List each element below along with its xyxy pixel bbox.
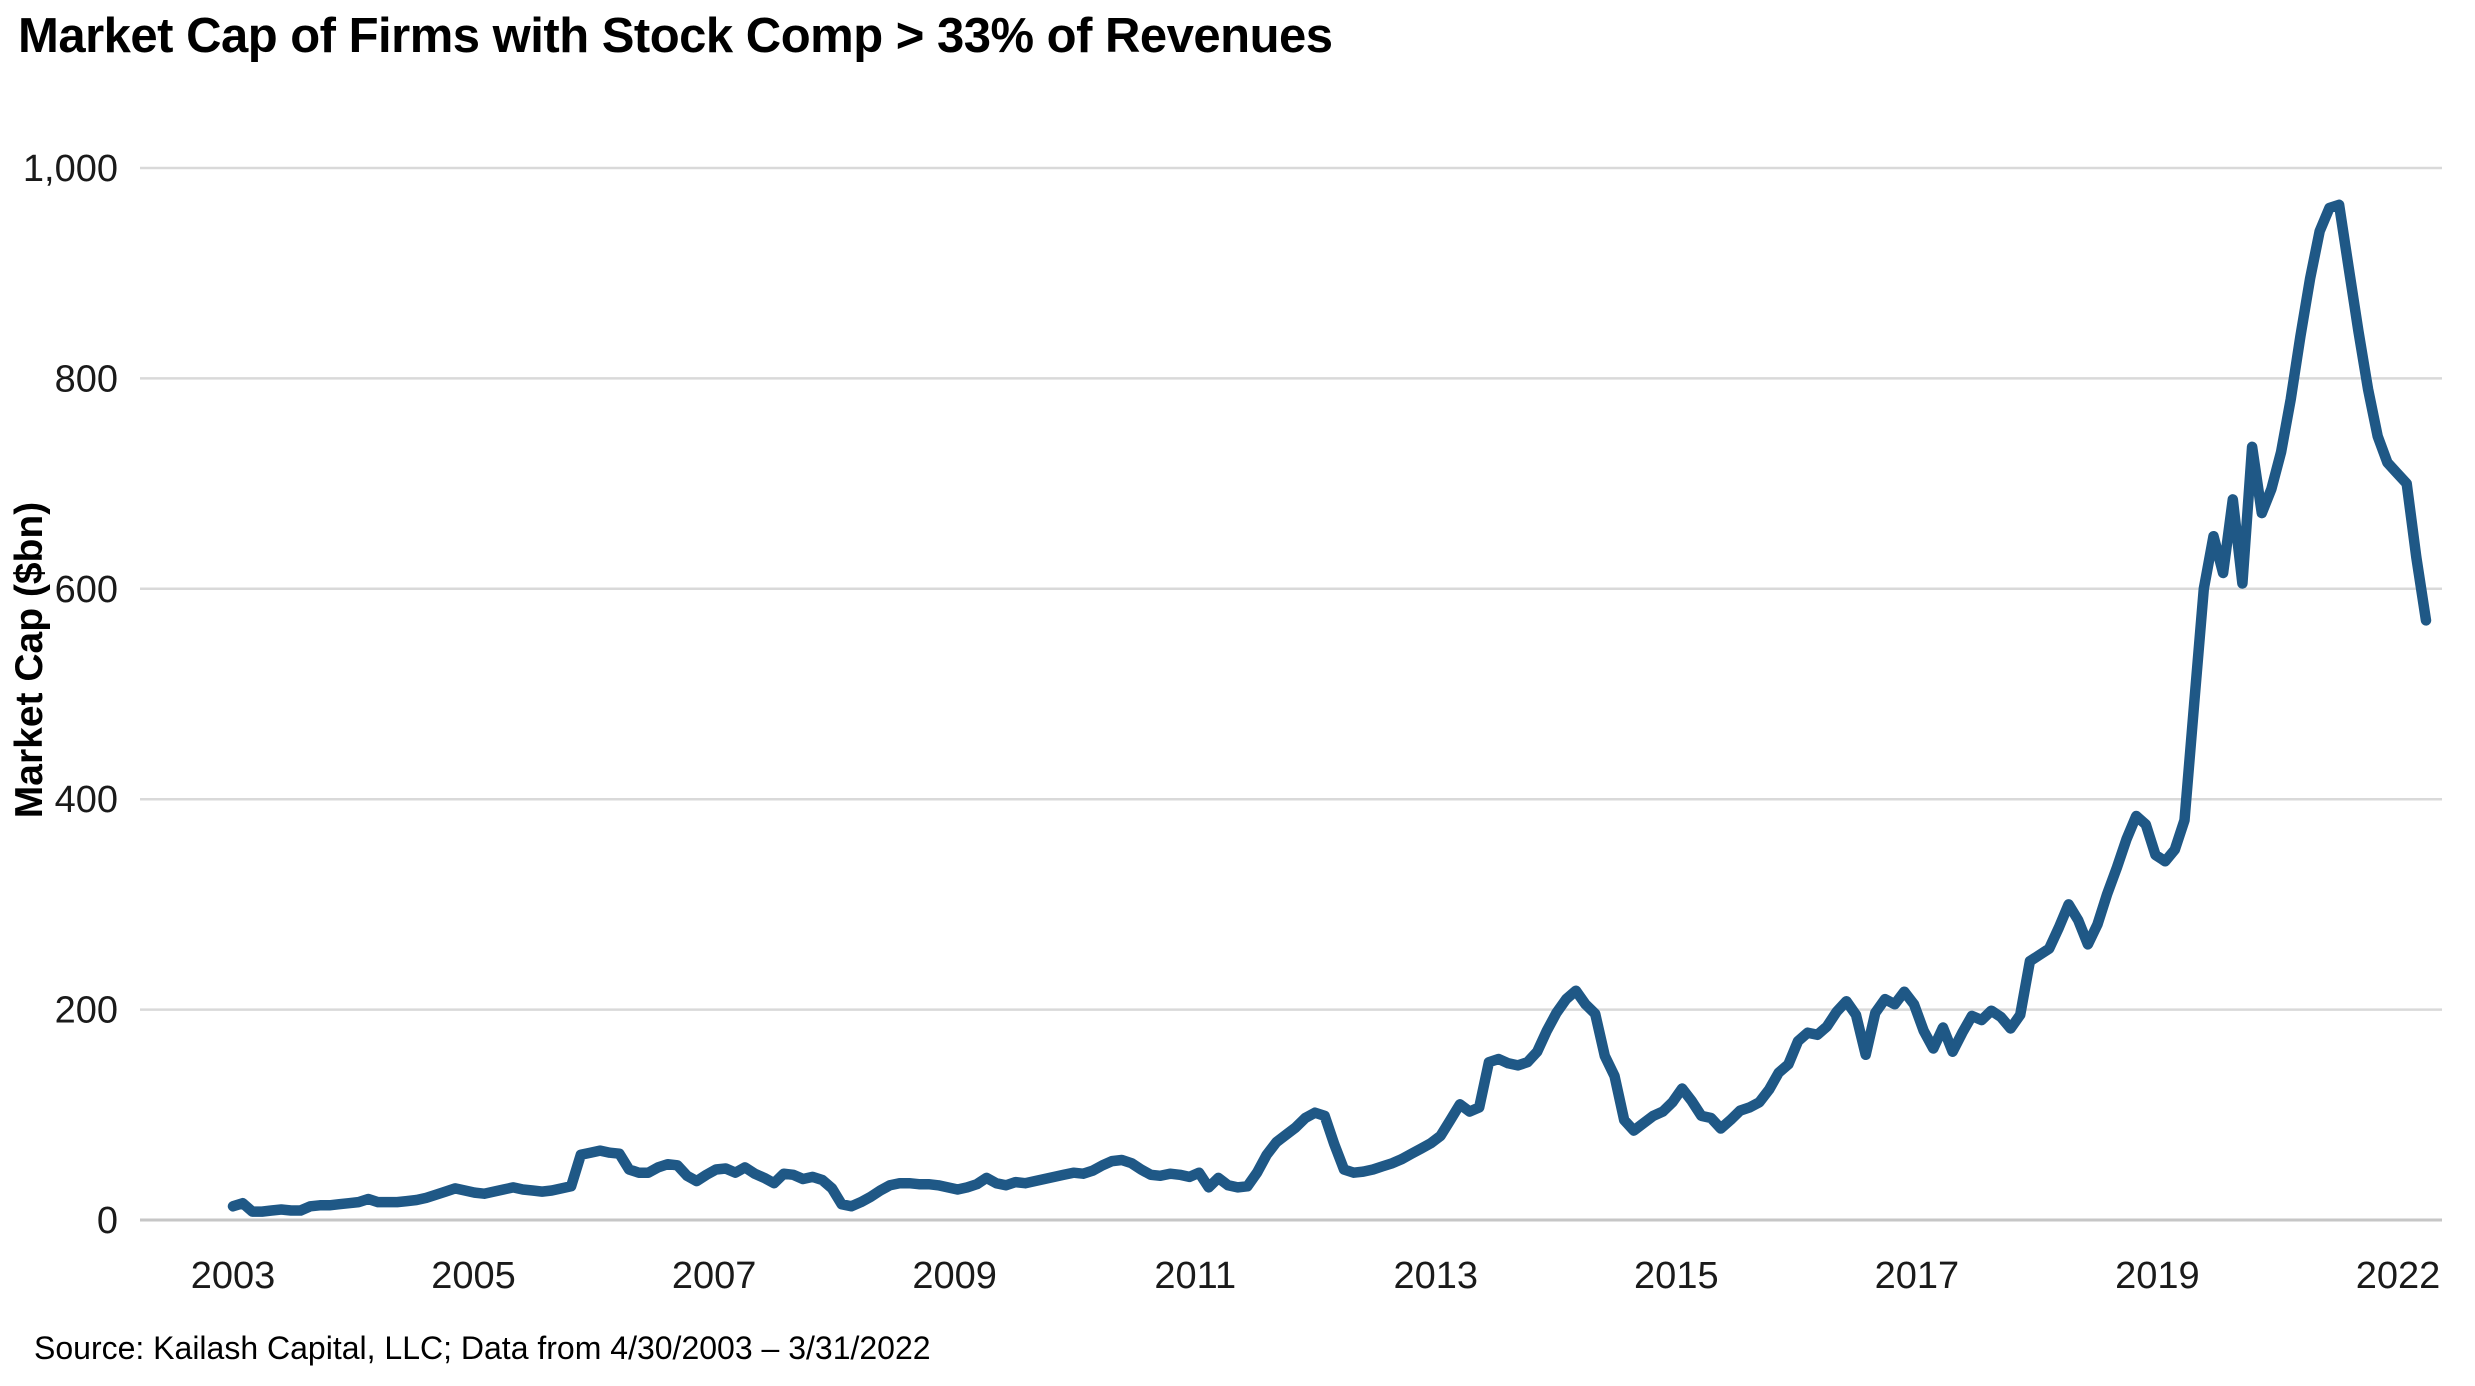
x-tick-label: 2007 — [672, 1255, 757, 1297]
source-note: Source: Kailash Capital, LLC; Data from … — [34, 1330, 931, 1366]
x-tick-label: 2019 — [2115, 1255, 2200, 1297]
x-tick-label: 2009 — [912, 1255, 997, 1297]
x-tick-label: 2022 — [2356, 1255, 2441, 1297]
market-cap-line — [227, 199, 2432, 1217]
gridlines — [140, 166, 2442, 1222]
x-tick-label: 2015 — [1634, 1255, 1719, 1297]
x-tick-label: 2013 — [1394, 1255, 1479, 1297]
y-tick-label: 600 — [55, 569, 118, 611]
y-tick-label: 200 — [55, 990, 118, 1032]
y-tick-label: 800 — [55, 358, 118, 400]
y-tick-label: 0 — [97, 1200, 118, 1242]
x-tick-label: 2011 — [1154, 1255, 1236, 1297]
y-tick-label: 1,000 — [23, 148, 118, 190]
y-tick-label: 400 — [55, 779, 118, 821]
x-axis-tick-labels: 2003 2005 2007 2009 2011 2013 2015 2017 2019 2022 — [191, 1255, 2441, 1297]
y-axis-tick-labels: 0 200 400 600 800 1,000 — [23, 148, 118, 1242]
chart-title: Market Cap of Firms with Stock Comp > 33… — [18, 9, 1333, 63]
data-series — [227, 199, 2432, 1217]
x-tick-label: 2003 — [191, 1255, 276, 1297]
x-tick-label: 2017 — [1875, 1255, 1960, 1297]
x-tick-label: 2005 — [431, 1255, 516, 1297]
